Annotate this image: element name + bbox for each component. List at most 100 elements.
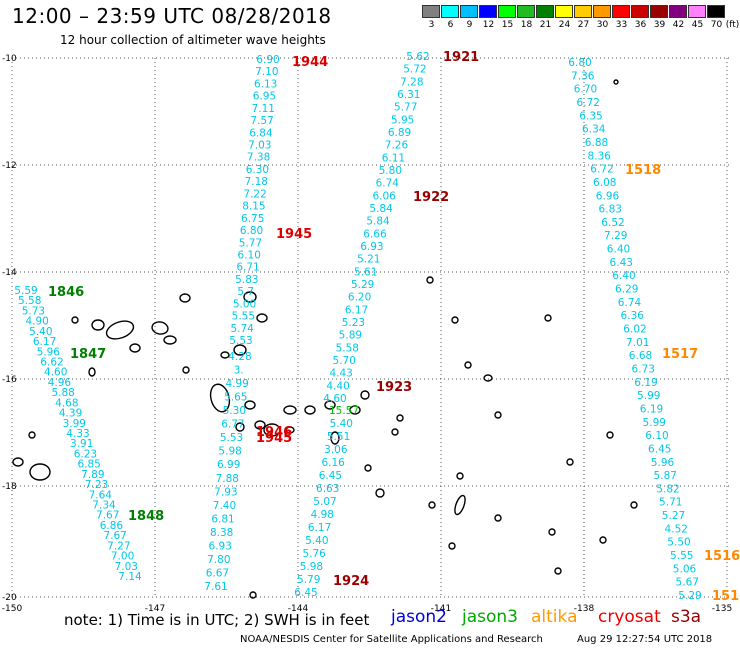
island-coastline [426, 276, 434, 284]
island-coastline [105, 320, 135, 340]
swh-value: 6.74 [376, 178, 400, 190]
pass-time-label: 1922 [413, 190, 449, 205]
satellite-legend-s3a: s3a [671, 607, 702, 627]
swh-value: 7.80 [207, 554, 230, 566]
island-coastline [548, 528, 556, 536]
swh-value: 4.52 [665, 523, 688, 535]
swh-value: 6.45 [294, 587, 317, 599]
swh-value: 5.61 [354, 266, 377, 278]
swh-value: 5.72 [403, 64, 426, 76]
island-coastline [254, 420, 266, 430]
swh-value: 6.40 [607, 244, 630, 256]
swh-value: 4.39 [59, 408, 82, 420]
swh-value: 3.99 [63, 418, 86, 430]
swh-value: 5.58 [336, 342, 359, 354]
swh-value: 6.72 [590, 164, 613, 176]
scale-swatch [593, 5, 611, 18]
swh-value: 8.36 [588, 150, 612, 162]
swh-value: 6.23 [74, 448, 97, 460]
latitude-tick-label: -10 [2, 54, 17, 64]
scale-swatch [536, 5, 554, 18]
swh-value: 5.80 [379, 165, 402, 177]
scale-unit: (ft) [725, 20, 740, 30]
swh-value: 7.57 [250, 115, 273, 127]
swh-value: 3.06 [324, 444, 348, 456]
swh-value: 5.73 [22, 305, 45, 317]
island-coastline [71, 316, 79, 324]
island-coastline [151, 321, 169, 335]
swh-value: 5.29 [351, 279, 374, 291]
swh-value: 6.17 [308, 522, 331, 534]
scale-label: 12 [482, 20, 495, 30]
swh-value: 6.85 [77, 459, 100, 471]
swh-value: 5.07 [313, 496, 336, 508]
scale-swatch [688, 5, 706, 18]
swh-value: 7.03 [115, 561, 138, 573]
island-coastline [263, 423, 281, 437]
island-coastline [464, 361, 472, 369]
swh-value: 7.93 [214, 486, 237, 498]
swh-value: 5.00 [233, 298, 256, 310]
swh-value: 6.89 [388, 127, 411, 139]
scale-label: 3 [428, 20, 435, 30]
swh-value: 7.18 [245, 176, 268, 188]
swh-value: 7.22 [243, 188, 266, 200]
swh-value: 6.20 [348, 292, 371, 304]
swh-value: 7.14 [118, 571, 142, 583]
scale-label: 42 [672, 20, 685, 30]
pass-time-label: 1946 [256, 425, 292, 440]
island-coastline [304, 405, 316, 415]
swh-value: 6.10 [238, 249, 261, 261]
swh-value: 5.51 [327, 431, 350, 443]
island-coastline [220, 351, 230, 359]
swh-value: 8.38 [210, 527, 233, 539]
satellite-legend-altika: altika [531, 607, 578, 627]
swh-value: 6.75 [241, 213, 264, 225]
swh-value: 8.15 [242, 201, 265, 213]
swh-value: 4.99 [225, 378, 248, 390]
island-coastline [554, 567, 562, 575]
swh-value: 6.93 [360, 241, 383, 253]
swh-value: 6.02 [623, 324, 646, 336]
pass-time-label: 1923 [376, 380, 412, 395]
island-coastline [364, 464, 372, 472]
swh-value: 6.35 [579, 110, 602, 122]
island-coastline [28, 431, 36, 439]
pass-time-label: 1945 [256, 431, 292, 446]
island-coastline [448, 542, 456, 550]
swh-value: 5.83 [235, 274, 258, 286]
island-coastline [391, 428, 399, 436]
island-coastline [428, 501, 436, 509]
island-coastline [566, 458, 574, 466]
swh-value: 6.66 [363, 228, 387, 240]
scale-label: 24 [558, 20, 571, 30]
scale-swatch [517, 5, 535, 18]
island-coastline [324, 400, 336, 410]
swh-value: 7.26 [385, 140, 409, 152]
swh-value: 6.30 [246, 164, 269, 176]
swh-value: 6.19 [634, 377, 657, 389]
pass-time-label: 1518 [625, 163, 661, 178]
island-coastline [163, 335, 177, 345]
swh-value: 5.87 [654, 470, 677, 482]
longitude-tick-label: -141 [431, 604, 451, 614]
swh-value: 3.91 [70, 438, 93, 450]
island-coastline [544, 314, 552, 322]
swh-value: 15.57 [329, 405, 359, 417]
swh-value: 6.72 [577, 97, 600, 109]
island-coastline [360, 390, 370, 400]
swh-value: 7.03 [248, 140, 271, 152]
swh-value: 6.11 [382, 152, 405, 164]
swh-value: 6.45 [319, 470, 342, 482]
swh-value: 5.99 [643, 417, 666, 429]
swh-value: 5.77 [239, 237, 262, 249]
pass-time-label: 1515 [712, 589, 740, 604]
swh-value: 5.98 [218, 446, 241, 458]
map-title: 12:00 – 23:59 UTC 08/28/2018 [12, 4, 332, 28]
swh-value: 5.99 [637, 390, 660, 402]
swh-value: 6.17 [345, 304, 368, 316]
swh-value: 7.10 [255, 66, 278, 78]
scale-swatch [650, 5, 668, 18]
island-coastline [179, 293, 191, 303]
